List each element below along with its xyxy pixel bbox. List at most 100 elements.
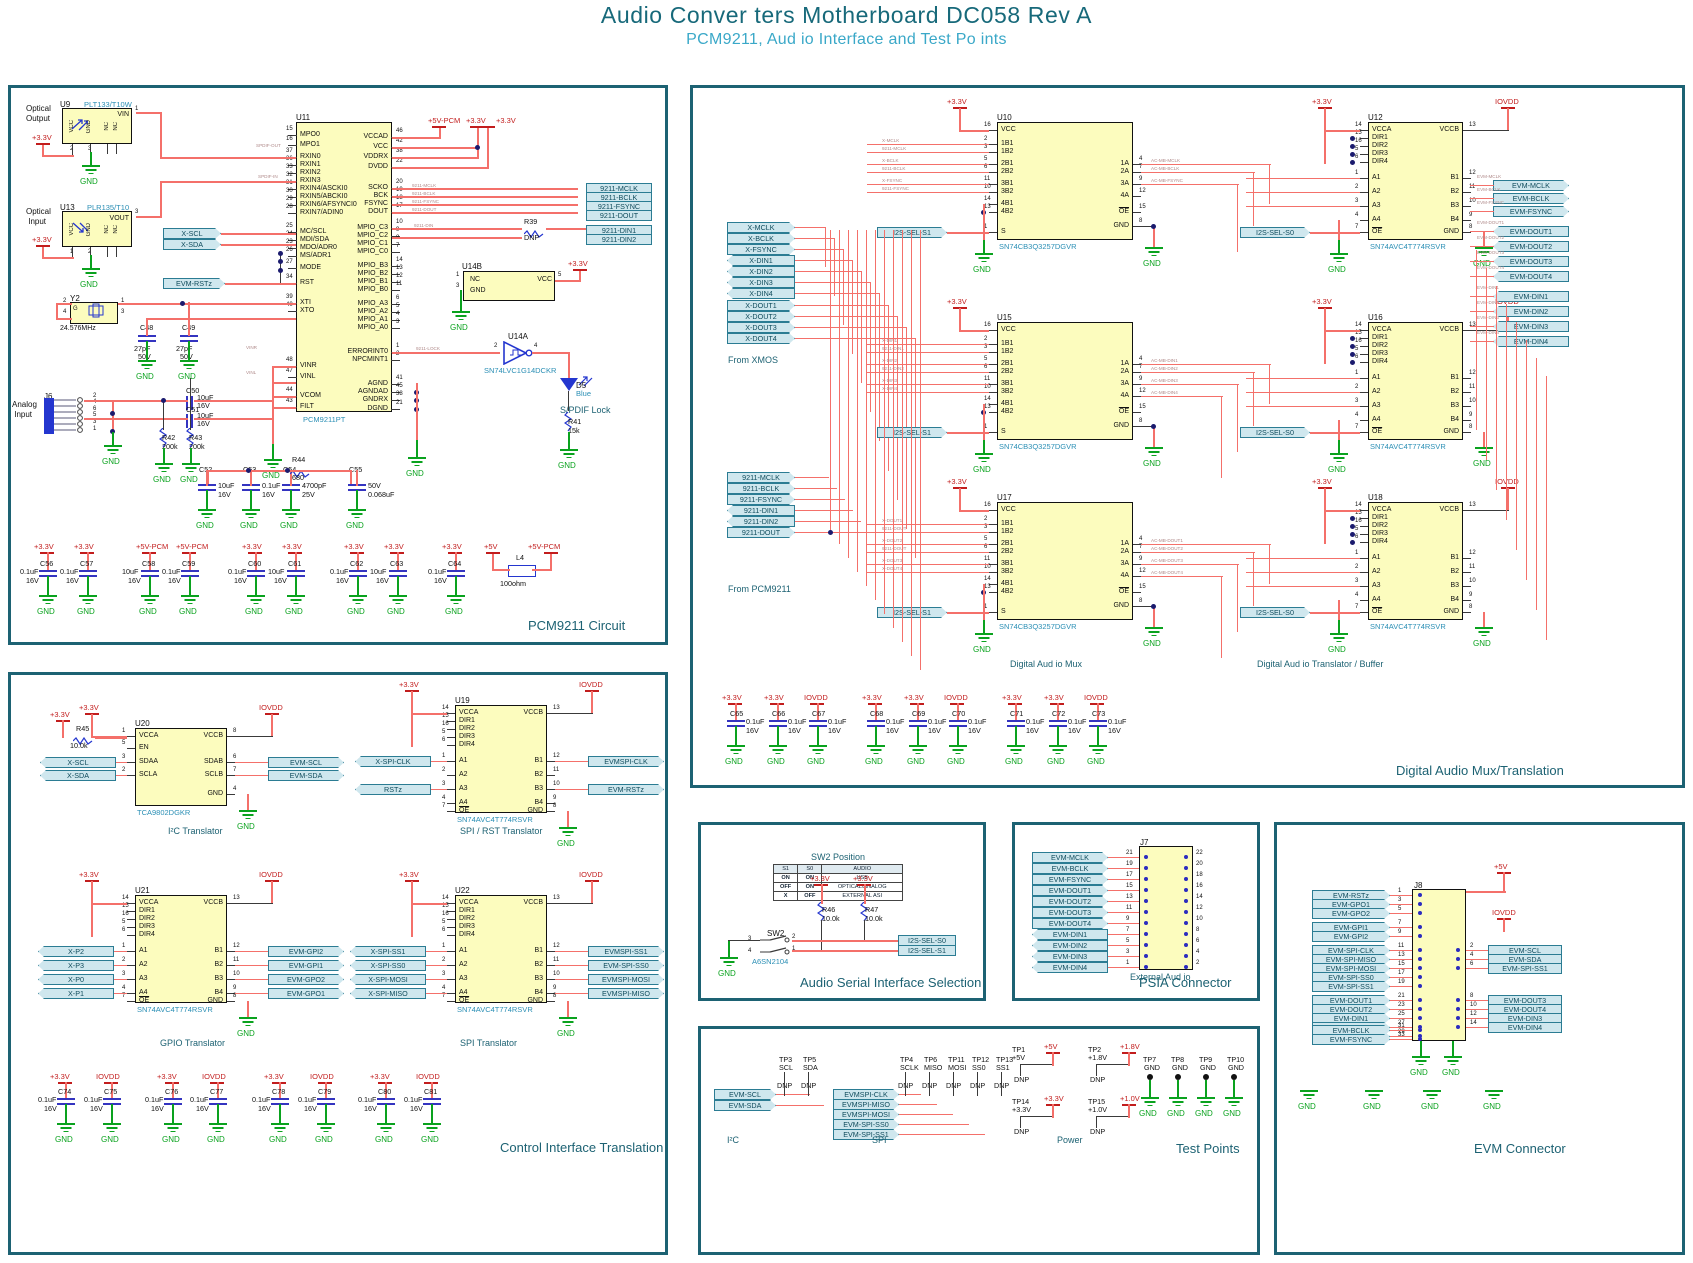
evm-left-net-evm-fsync-16[interactable]: EVM-FSYNC [1312,1034,1390,1045]
c50-symbol[interactable] [186,396,194,410]
u21-body[interactable] [135,895,227,1003]
xlat-U16-body[interactable] [1368,322,1463,440]
psia-net-evm-fsync[interactable]: EVM-FSYNC [1032,874,1108,885]
xlat-U12-body[interactable] [1368,122,1463,240]
psia-net-evm-dout3[interactable]: EVM-DOUT3 [1032,907,1108,918]
net-evm-gpi2-u21[interactable]: EVM-GPI2 [268,946,344,957]
r43-symbol[interactable] [185,427,195,455]
psia-net-evm-mclk[interactable]: EVM-MCLK [1032,852,1108,863]
net-evm-dout2[interactable]: EVM-DOUT2 [1493,241,1569,252]
net-9211-dout[interactable]: 9211-DOUT [586,210,652,221]
psia-net-evm-din1[interactable]: EVM-DIN1 [1032,929,1108,940]
net-evm-mclk[interactable]: EVM-MCLK [1493,180,1569,191]
y2-body[interactable] [70,302,118,324]
tp-net-evmspi-clk[interactable]: EVMSPI-CLK [833,1089,899,1100]
sw2-symbol[interactable] [756,935,796,966]
tp-net-evm-sda[interactable]: EVM-SDA [714,1100,776,1111]
u20-body[interactable] [135,728,227,806]
net-pcm-9211-fsync[interactable]: 9211-FSYNC [727,494,795,505]
u9-body[interactable] [62,108,132,144]
r42-symbol[interactable] [158,427,168,455]
net-x-p2-u21[interactable]: X-P2 [38,946,114,957]
j7-body[interactable] [1139,846,1193,970]
net-x-scl-u20[interactable]: X-SCL [40,757,116,768]
u14a-symbol[interactable] [500,340,546,370]
net-pcm-9211-mclk[interactable]: 9211-MCLK [727,472,795,483]
psia-net-evm-bclk[interactable]: EVM-BCLK [1032,863,1108,874]
tp-TP8-pad[interactable] [1175,1074,1181,1080]
net-x-scl[interactable]: X-SCL [163,228,221,239]
r47-symbol[interactable] [859,901,869,929]
r39-symbol[interactable] [523,226,546,244]
net-evm-fsync[interactable]: EVM-FSYNC [1493,206,1569,217]
net-evmspi-mosi-u22[interactable]: EVMSPI-MOSI [588,974,664,985]
net-evmspi-miso-u22[interactable]: EVMSPI-MISO [588,988,664,999]
net-x-din1[interactable]: X-DIN1 [727,255,795,266]
net-evm-sda-u20[interactable]: EVM-SDA [268,770,344,781]
net-evm-gpo1-u21[interactable]: EVM-GPO1 [268,988,344,999]
net-evm-din3[interactable]: EVM-DIN3 [1493,321,1569,332]
net-pcm-9211-bclk[interactable]: 9211-BCLK [727,483,795,494]
j6-body[interactable] [44,398,54,434]
tp-net-evm-spi-ss0[interactable]: EVM-SPI-SS0 [833,1119,899,1130]
mux-U17-body[interactable] [997,502,1133,620]
tp-TP10-pad[interactable] [1231,1074,1237,1080]
psia-net-evm-din2[interactable]: EVM-DIN2 [1032,940,1108,951]
net-evmspi-ss1-u22[interactable]: EVMSPI-SS1 [588,946,664,957]
net-pcm-9211-dout[interactable]: 9211-DOUT [727,527,795,538]
net-evm-dout1[interactable]: EVM-DOUT1 [1493,226,1569,237]
net-pcm-9211-din1[interactable]: 9211-DIN1 [727,505,795,516]
net-evm-spi-ss0-u22[interactable]: EVM-SPI-SS0 [588,960,664,971]
net-evm-rstz-u19[interactable]: EVM-RSTz [588,784,664,795]
psia-net-evm-din4[interactable]: EVM-DIN4 [1032,962,1108,973]
net-evm-din2[interactable]: EVM-DIN2 [1493,306,1569,317]
tp-net-evmspi-mosi[interactable]: EVMSPI-MOSI [833,1109,899,1120]
net-x-p3-u21[interactable]: X-P3 [38,960,114,971]
evm-left-net-evm-spi-ss1-9[interactable]: EVM-SPI-SS1 [1312,981,1390,992]
net-x-fsync[interactable]: X-FSYNC [727,244,795,255]
tp-net-evmspi-miso[interactable]: EVMSPI-MISO [833,1099,899,1110]
u13-body[interactable] [62,211,132,247]
net-x-din3[interactable]: X-DIN3 [727,277,795,288]
net-x-dout2[interactable]: X-DOUT2 [727,311,795,322]
psia-net-evm-dout2[interactable]: EVM-DOUT2 [1032,896,1108,907]
net-evm-scl-u20[interactable]: EVM-SCL [268,757,344,768]
tp-net-evm-spi-ss1[interactable]: EVM-SPI-SS1 [833,1129,899,1140]
net-rstz-u19[interactable]: RSTz [355,784,431,795]
psia-net-evm-dout4[interactable]: EVM-DOUT4 [1032,918,1108,929]
net-evm-din4[interactable]: EVM-DIN4 [1493,336,1569,347]
net-pcm-9211-din2[interactable]: 9211-DIN2 [727,516,795,527]
net-x-spi-clk-u19[interactable]: X-SPI-CLK [355,756,431,767]
u11-body[interactable] [296,122,392,412]
u22-body[interactable] [455,895,547,1003]
net-evmspi-clk-u19[interactable]: EVMSPI-CLK [588,756,664,767]
net-x-din4[interactable]: X-DIN4 [727,288,795,299]
r46-symbol[interactable] [816,901,826,929]
l4-symbol[interactable] [508,565,536,577]
xlat-U16-oe-net[interactable]: I2S-SEL-S0 [1240,427,1310,438]
evm-left-net-evm-gpi2-4[interactable]: EVM-GPI2 [1312,931,1390,942]
r41-symbol[interactable] [563,411,573,439]
net-9211-din2[interactable]: 9211-DIN2 [586,234,652,245]
net-evm-bclk[interactable]: EVM-BCLK [1493,193,1569,204]
net-evm-gpo2-u21[interactable]: EVM-GPO2 [268,974,344,985]
net-x-spi-ss1-u22[interactable]: X-SPI-SS1 [350,946,426,957]
tp-TP7-pad[interactable] [1147,1074,1153,1080]
net-x-din2[interactable]: X-DIN2 [727,266,795,277]
u19-body[interactable] [455,705,547,813]
net-x-spi-mosi-u22[interactable]: X-SPI-MOSI [350,974,426,985]
net-x-p0-u21[interactable]: X-P0 [38,974,114,985]
tp-net-evm-scl[interactable]: EVM-SCL [714,1089,776,1100]
net-x-dout3[interactable]: X-DOUT3 [727,322,795,333]
u14b-body[interactable] [463,271,555,301]
xlat-U18-oe-net[interactable]: I2S-SEL-S0 [1240,607,1310,618]
net-x-dout4[interactable]: X-DOUT4 [727,333,795,344]
evm-right-net-evm-spi-ss1-2[interactable]: EVM-SPI-SS1 [1488,963,1562,974]
net-x-sda[interactable]: X-SDA [163,239,221,250]
net-x-dout1[interactable]: X-DOUT1 [727,300,795,311]
xlat-U18-body[interactable] [1368,502,1463,620]
r45-symbol[interactable] [72,733,95,751]
net-evm-gpi1-u21[interactable]: EVM-GPI1 [268,960,344,971]
mux-U15-body[interactable] [997,322,1133,440]
psia-net-evm-din3[interactable]: EVM-DIN3 [1032,951,1108,962]
